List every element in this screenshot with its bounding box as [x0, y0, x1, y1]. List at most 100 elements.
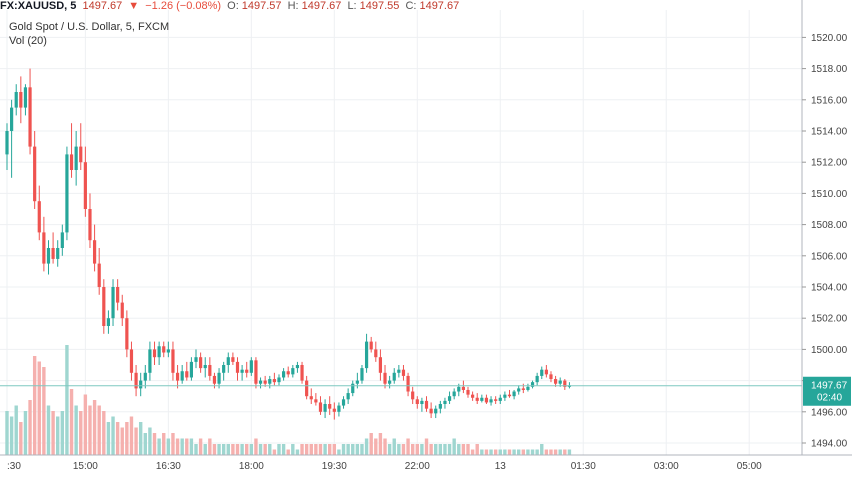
volume-bar [369, 433, 373, 455]
volume-bar [470, 449, 475, 455]
down-arrow-icon: ▼ [128, 0, 140, 12]
volume-bar [429, 444, 433, 455]
time-axis[interactable]: :30 15:00 16:30 18:00 19:30 22:00 13 01:30 03:00… [7, 461, 762, 472]
candle-body [97, 263, 101, 287]
volume-bar [567, 449, 572, 455]
volume-bar [291, 444, 295, 455]
candle-body [157, 346, 161, 358]
volume-bar [254, 438, 258, 455]
volume-bar [323, 444, 327, 455]
candle-body [240, 369, 244, 373]
candle-body [388, 380, 392, 384]
volume-bar [268, 444, 272, 455]
volume-bar [332, 444, 337, 455]
volume-bar [175, 438, 180, 455]
price-axis[interactable]: 1494.001496.001498.001500.001502.001504.… [802, 33, 848, 450]
candle-body [180, 371, 184, 381]
volume-bar [263, 444, 267, 455]
volume-bar [92, 400, 97, 455]
candle-body [46, 248, 51, 264]
time-tick-label: 18:00 [239, 461, 264, 472]
candle-body [120, 302, 124, 319]
volume-bar [235, 444, 240, 455]
candle-body [10, 107, 14, 131]
volume-bar [493, 449, 498, 455]
candle-body [79, 146, 83, 163]
candle-body [378, 357, 383, 373]
volume-bar [387, 444, 392, 455]
volume-bar [309, 444, 313, 455]
price-tick-label: 1516.00 [811, 95, 848, 106]
candle-body [443, 400, 447, 404]
volume-bar [553, 449, 558, 455]
candle-body [282, 371, 286, 378]
volume-bar [240, 444, 244, 455]
volume-bar [461, 444, 466, 455]
candle-body [42, 232, 46, 264]
volume-bar [383, 438, 387, 455]
close-label: C: [405, 0, 417, 12]
candle-body [148, 349, 152, 373]
candle-body [65, 154, 69, 233]
instrument-title[interactable]: Gold Spot / U.S. Dollar, 5, FXCM [9, 21, 170, 33]
volume-bar [424, 438, 429, 455]
volume-bar [79, 411, 83, 455]
volume-bar [364, 438, 369, 455]
volume-bar [148, 427, 152, 455]
close-value: 1497.67 [419, 0, 460, 12]
last-price-tag-bg [803, 376, 851, 406]
volume-bar [314, 444, 318, 455]
candle-body [28, 87, 32, 147]
candle-body [199, 357, 203, 369]
symbol-label[interactable]: FX:XAUUSD, 5 [0, 0, 77, 12]
high-value: 1497.67 [301, 0, 342, 12]
volume-bar [484, 449, 489, 455]
candle-body [56, 248, 60, 259]
volume-bar [374, 438, 378, 455]
volume-bar [517, 449, 521, 455]
volume-bar [475, 444, 479, 455]
volume-bar [480, 449, 484, 455]
volume-bar [544, 449, 549, 455]
candle-body [60, 232, 64, 248]
candle-body [429, 408, 433, 414]
volume-bar [111, 416, 115, 455]
price-tick-label: 1514.00 [811, 127, 848, 138]
candle-body [162, 346, 166, 353]
candle-body [484, 397, 489, 403]
volume-bar [337, 449, 341, 455]
volume-bar [410, 444, 415, 455]
volume-bar [540, 444, 544, 455]
candle-body [383, 372, 387, 384]
candle-body [222, 365, 226, 373]
price-tick-label: 1512.00 [811, 158, 848, 169]
candle-body [461, 386, 465, 390]
time-tick-label: 19:30 [322, 461, 347, 472]
candle-body [466, 389, 470, 395]
volume-indicator-label[interactable]: Vol (20) [9, 35, 47, 47]
candle-body [295, 365, 300, 369]
volume-bar [129, 416, 134, 455]
last-value: 1497.67 [82, 0, 123, 12]
candle-body [139, 380, 143, 389]
time-tick-label: 22:00 [405, 461, 430, 472]
volume-bar [185, 438, 189, 455]
candle-body [415, 399, 419, 404]
volume-bar [521, 449, 526, 455]
candle-body [480, 397, 484, 401]
candle-body [111, 287, 115, 319]
volume-bar [194, 444, 198, 455]
volume-bar [498, 449, 502, 455]
candle-body [69, 154, 74, 170]
volume-bar [286, 449, 290, 455]
volume-bar [535, 449, 539, 455]
volume-bar [9, 416, 14, 455]
candle-body [272, 379, 276, 383]
price-tick-label: 1500.00 [811, 345, 848, 356]
time-tick-label: :30 [7, 461, 21, 472]
candle-body [277, 377, 281, 383]
volume-bar [558, 449, 562, 455]
volume-bar [341, 444, 346, 455]
